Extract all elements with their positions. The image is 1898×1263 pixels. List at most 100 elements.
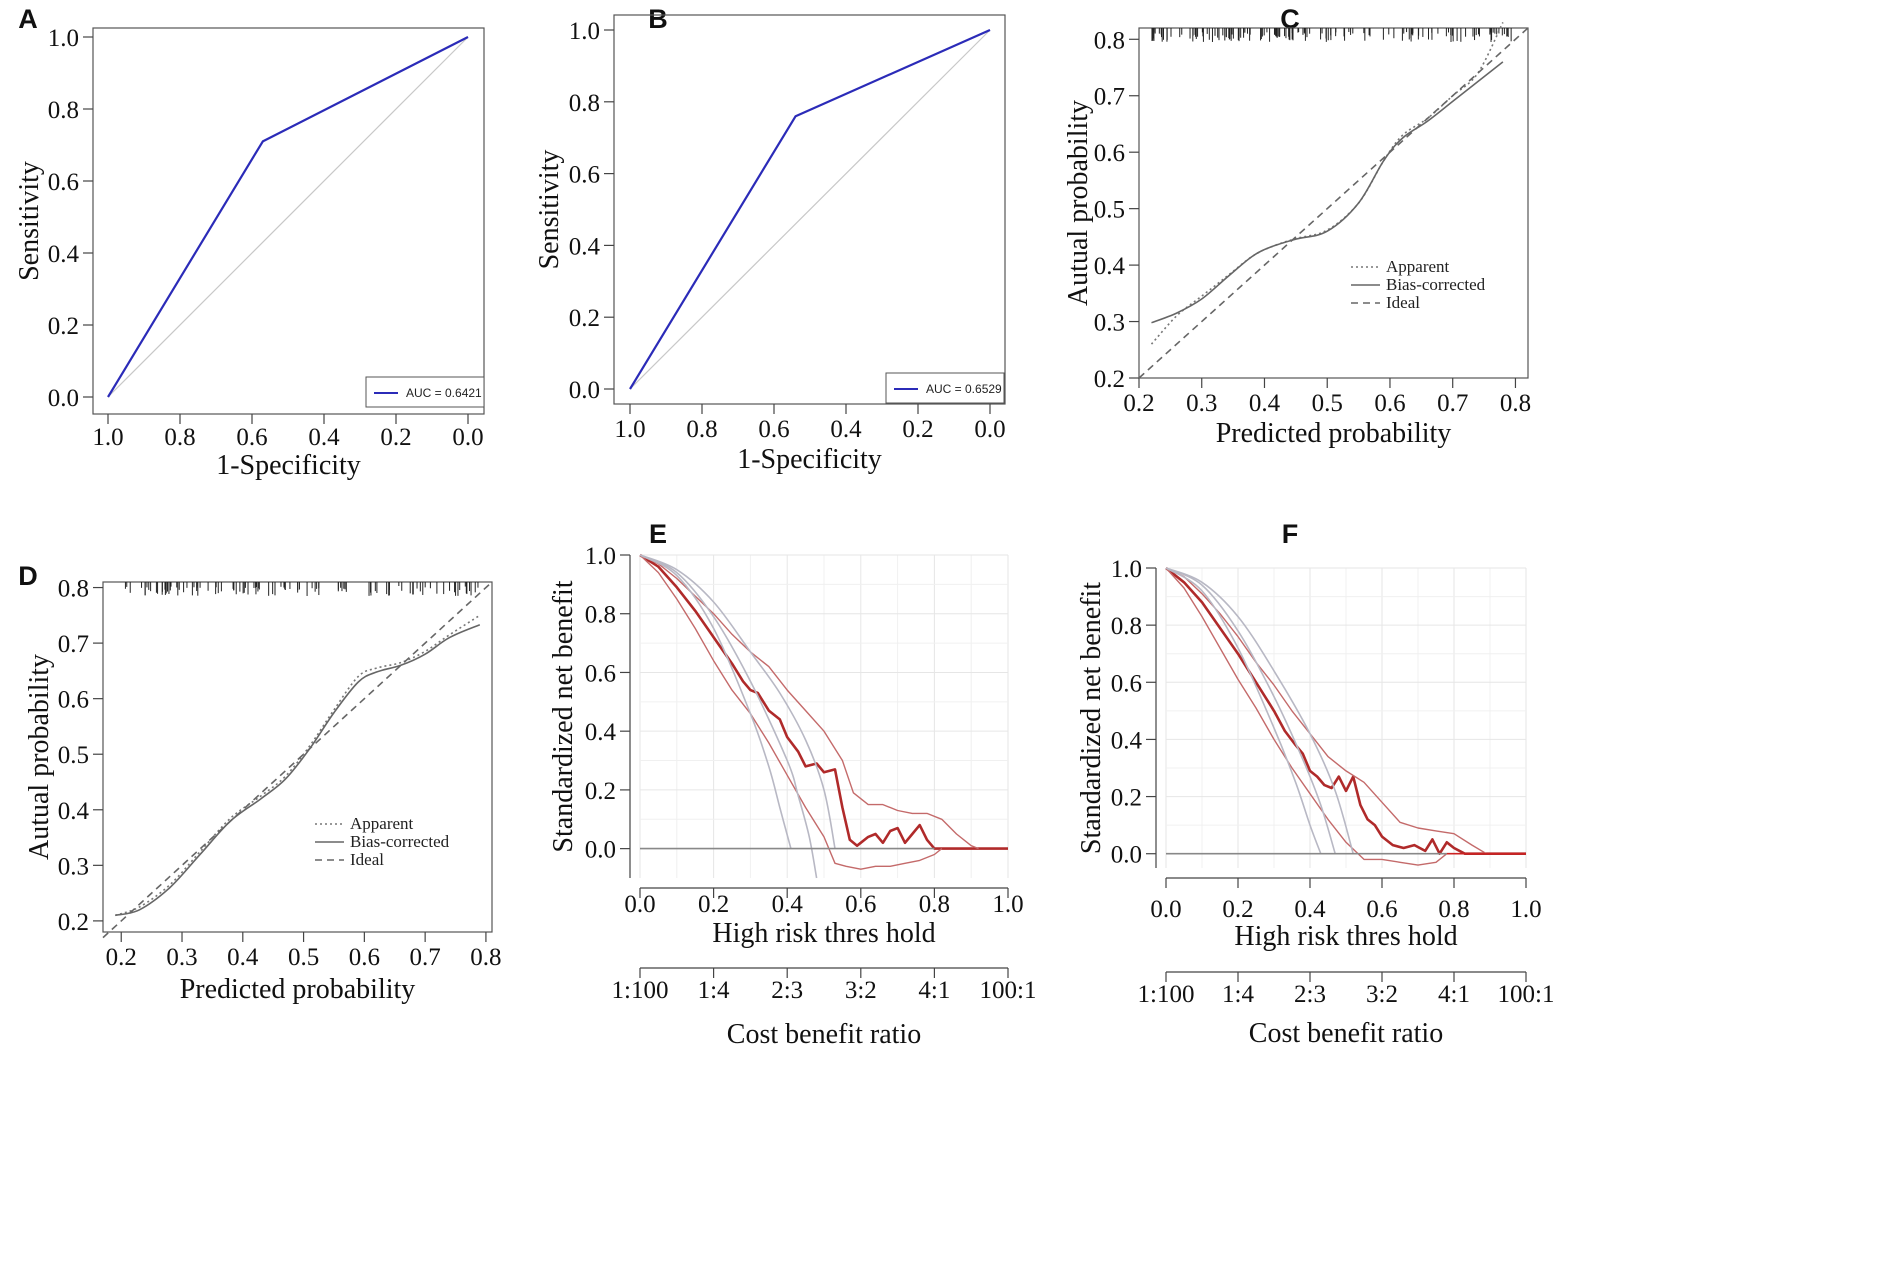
panel-d-y-tick-label: 0.7 bbox=[58, 631, 89, 658]
panel-a-y-tick-label: 0.0 bbox=[48, 385, 79, 412]
panel-e-series-reference-gray bbox=[639, 554, 818, 879]
panel-a-x-axis-label: 1-Specificity bbox=[216, 450, 361, 481]
panel-a-legend-label: AUC = 0.6421 bbox=[406, 386, 482, 400]
panel-e-x-axis-label: High risk thres hold bbox=[712, 918, 935, 949]
panel-b-x-axis-label: 1-Specificity bbox=[737, 444, 882, 475]
panel-d-y-tick-label: 0.5 bbox=[58, 742, 89, 769]
panel-a-x-tick-label: 0.8 bbox=[164, 424, 195, 451]
panel-b-y-tick-label: 0.6 bbox=[569, 162, 600, 189]
panel-b-y-axis-label: Sensitivity bbox=[534, 150, 565, 270]
panel-e-cost-benefit-tick-label: 4:1 bbox=[918, 977, 950, 1004]
panel-c-letter: C bbox=[1280, 4, 1300, 34]
panel-f-y-tick-label: 0.6 bbox=[1111, 670, 1142, 697]
panel-b-x-tick-label: 0.4 bbox=[830, 416, 862, 443]
panel-f-y-tick-label: 0.2 bbox=[1111, 785, 1142, 812]
panel-f-series-reference-gray bbox=[1165, 567, 1354, 854]
panel-a-x-tick-label: 0.4 bbox=[308, 424, 340, 451]
panel-c-legend-label: Apparent bbox=[1386, 257, 1450, 276]
panel-e-x-tick-label: 0.8 bbox=[919, 891, 950, 918]
panel-c-y-tick-label: 0.3 bbox=[1094, 310, 1125, 337]
panel-c-y-tick-label: 0.6 bbox=[1094, 140, 1125, 167]
panel-d-x-tick-label: 0.3 bbox=[166, 944, 197, 971]
panel-b-y-tick-label: 0.4 bbox=[569, 233, 601, 260]
panel-f-cost-benefit-label: Cost benefit ratio bbox=[1249, 1018, 1443, 1049]
panel-a-y-tick-label: 0.6 bbox=[48, 169, 79, 196]
panel-c-y-tick-label: 0.7 bbox=[1094, 84, 1125, 111]
panel-d-x-tick-label: 0.5 bbox=[288, 944, 319, 971]
panel-d-rug bbox=[124, 582, 479, 596]
panel-a-y-tick-label: 0.2 bbox=[48, 313, 79, 340]
panel-b-x-tick-label: 0.0 bbox=[974, 416, 1005, 443]
panel-f-cost-benefit-tick-label: 2:3 bbox=[1294, 981, 1326, 1008]
panel-a-x-tick-label: 0.6 bbox=[236, 424, 267, 451]
panel-c-legend-label: Ideal bbox=[1386, 293, 1420, 312]
panel-a-y-tick-label: 0.8 bbox=[48, 97, 79, 124]
panel-f-cost-benefit-tick-label: 100:1 bbox=[1498, 981, 1555, 1008]
panel-b-frame bbox=[613, 14, 1006, 405]
panel-e-cost-benefit-label: Cost benefit ratio bbox=[727, 1019, 921, 1050]
panel-e-y-tick-label: 0.6 bbox=[585, 660, 616, 687]
panel-c-legend-label: Bias-corrected bbox=[1386, 275, 1486, 294]
panel-c-x-tick-label: 0.6 bbox=[1374, 390, 1405, 417]
panel-f-cost-benefit-tick-label: 4:1 bbox=[1438, 981, 1470, 1008]
panel-c-x-axis-label: Predicted probability bbox=[1216, 418, 1452, 449]
panel-a-x-tick-label: 1.0 bbox=[92, 424, 123, 451]
panel-e-x-tick-label: 1.0 bbox=[992, 891, 1023, 918]
panel-f-x-tick-label: 0.6 bbox=[1366, 896, 1397, 923]
panel-f-x-axis-label: High risk thres hold bbox=[1234, 921, 1457, 952]
panel-d-x-tick-label: 0.7 bbox=[410, 944, 441, 971]
panel-d-y-tick-label: 0.3 bbox=[58, 853, 89, 880]
panel-e-cost-benefit-tick-label: 1:4 bbox=[698, 977, 730, 1004]
panel-f-x-tick-label: 0.2 bbox=[1222, 896, 1253, 923]
panel-c-series-ideal bbox=[1138, 27, 1529, 379]
panel-e-x-tick-label: 0.0 bbox=[624, 891, 655, 918]
panel-c-x-tick-label: 0.7 bbox=[1437, 390, 1468, 417]
panel-c-y-axis-label: Autual probability bbox=[1063, 100, 1094, 306]
panel-b-y-tick-label: 1.0 bbox=[569, 18, 600, 45]
panel-e-cost-benefit-tick-label: 100:1 bbox=[980, 977, 1037, 1004]
panel-d-x-axis-label: Predicted probability bbox=[180, 974, 416, 1005]
panel-d-y-tick-label: 0.8 bbox=[58, 576, 89, 603]
panel-e-cost-benefit-tick-label: 3:2 bbox=[845, 977, 877, 1004]
panel-a-frame bbox=[92, 27, 485, 415]
panel-c-y-tick-label: 0.5 bbox=[1094, 197, 1125, 224]
panel-b-reference-diagonal bbox=[629, 29, 991, 390]
panel-d-series-ideal bbox=[102, 581, 493, 939]
panel-a-y-tick-label: 1.0 bbox=[48, 25, 79, 52]
panel-d-x-tick-label: 0.8 bbox=[470, 944, 501, 971]
panel-d-legend-label: Ideal bbox=[350, 850, 384, 869]
panel-f-series-ci-lower bbox=[1165, 567, 1448, 866]
panel-b-x-tick-label: 0.2 bbox=[902, 416, 933, 443]
panel-a-reference-diagonal bbox=[107, 36, 469, 398]
panel-e-y-tick-label: 0.8 bbox=[585, 602, 616, 629]
panel-b-y-tick-label: 0.2 bbox=[569, 305, 600, 332]
panel-e-series-reference-gray bbox=[639, 554, 792, 849]
panel-e-y-tick-label: 1.0 bbox=[585, 543, 616, 570]
panel-f-series-model bbox=[1165, 566, 1526, 855]
panel-b-letter: B bbox=[648, 4, 668, 34]
panel-d-series-apparent bbox=[114, 614, 481, 917]
panel-b-y-tick-label: 0.0 bbox=[569, 377, 600, 404]
panel-d-legend-label: Bias-corrected bbox=[350, 832, 450, 851]
panel-f-cost-benefit-tick-label: 1:100 bbox=[1138, 981, 1195, 1008]
panel-f-series-reference-gray bbox=[1165, 567, 1322, 854]
panel-f-cost-benefit-tick-label: 3:2 bbox=[1366, 981, 1398, 1008]
panel-f-series-ci-upper bbox=[1165, 567, 1487, 855]
panel-e-series-reference-gray bbox=[639, 554, 836, 849]
panel-f-series-reference-gray bbox=[1165, 567, 1336, 854]
panel-b-legend-label: AUC = 0.6529 bbox=[926, 382, 1002, 396]
panel-d-y-tick-label: 0.2 bbox=[58, 909, 89, 936]
panel-a-y-axis-label: Sensitivity bbox=[14, 161, 45, 281]
panel-c-series-apparent bbox=[1150, 22, 1504, 345]
panel-e-x-tick-label: 0.6 bbox=[845, 891, 876, 918]
panel-f-y-tick-label: 0.8 bbox=[1111, 613, 1142, 640]
panel-e-cost-benefit-tick-label: 1:100 bbox=[612, 977, 669, 1004]
panel-e-y-axis-label: Standardized net benefit bbox=[548, 580, 579, 852]
panel-d-y-tick-label: 0.4 bbox=[58, 798, 90, 825]
panel-e-series-model bbox=[639, 553, 1008, 850]
panel-e-series-ci-lower bbox=[639, 554, 943, 870]
panel-e-y-tick-label: 0.0 bbox=[585, 837, 616, 864]
panel-d-x-tick-label: 0.6 bbox=[349, 944, 380, 971]
panel-c-y-tick-label: 0.4 bbox=[1094, 253, 1126, 280]
